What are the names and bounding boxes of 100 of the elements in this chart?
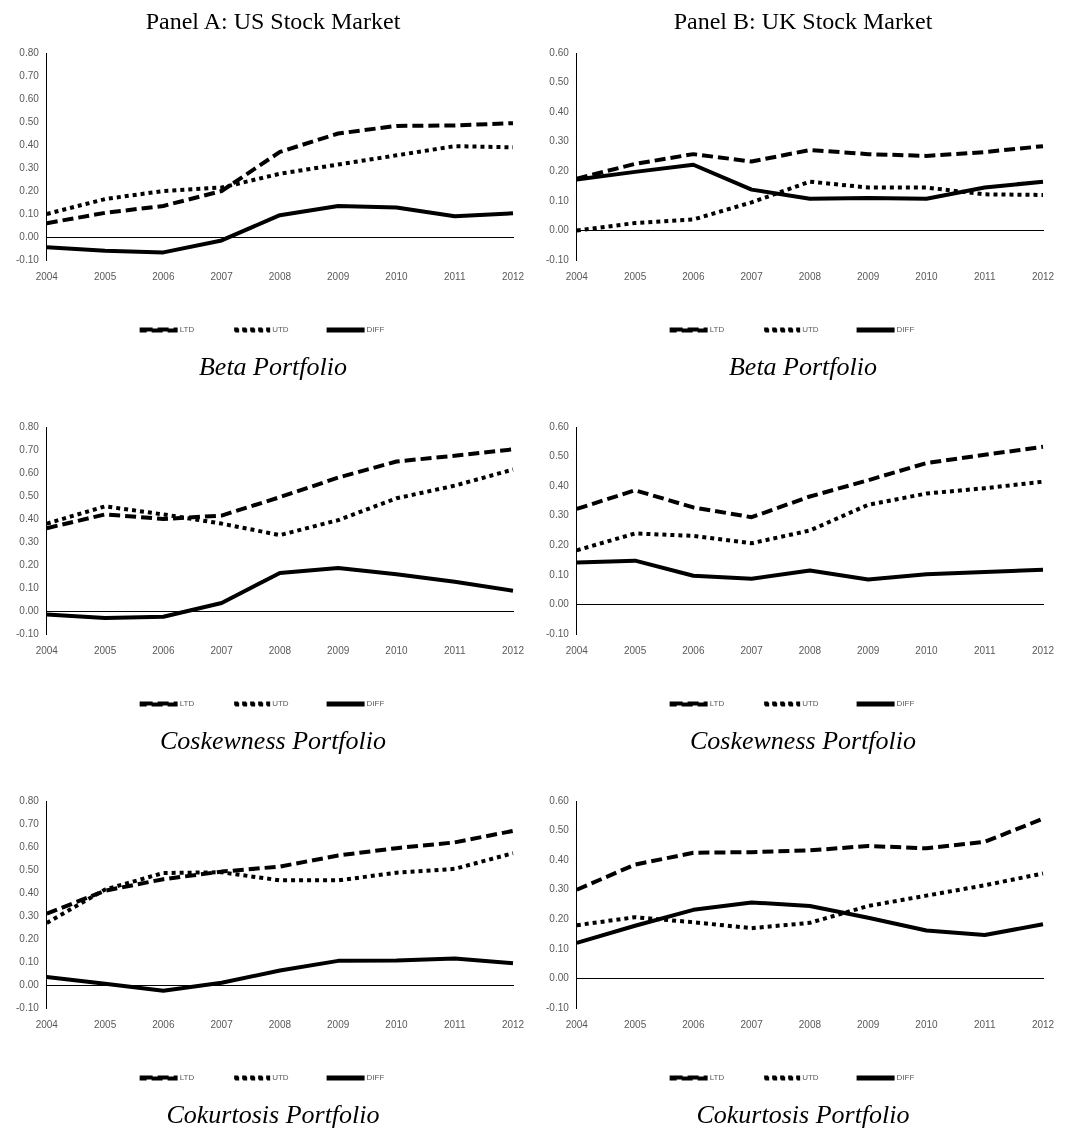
y-tick-label: 0.40 <box>19 886 40 898</box>
x-tick-label: 2009 <box>857 644 880 656</box>
x-axis-title: Beta Portfolio <box>728 352 878 382</box>
y-tick-label: 0.60 <box>549 420 570 432</box>
x-tick-label: 2011 <box>973 1018 996 1030</box>
x-tick-label: 2006 <box>152 1018 175 1030</box>
legend-label: DIFF <box>366 699 385 709</box>
y-tick-label: 0.30 <box>549 509 570 521</box>
legend-label: DIFF <box>896 325 915 335</box>
x-tick-label: 2006 <box>682 644 705 656</box>
y-tick-label: 0.00 <box>19 604 40 616</box>
chart-title: Panel B: UK Stock Market <box>673 8 933 36</box>
x-tick-label: 2010 <box>915 1018 939 1030</box>
x-tick-label: 2008 <box>268 270 292 282</box>
x-tick-label: 2008 <box>798 1018 822 1030</box>
x-tick-label: 2011 <box>973 270 996 282</box>
y-tick-label: 0.60 <box>549 794 570 806</box>
x-tick-label: 2009 <box>327 270 350 282</box>
x-tick-label: 2009 <box>327 644 350 656</box>
x-tick-label: 2006 <box>152 644 175 656</box>
y-tick-label: 0.10 <box>549 568 570 580</box>
x-tick-label: 2010 <box>385 644 409 656</box>
legend-label: DIFF <box>366 1073 385 1083</box>
y-tick-label: 0.60 <box>19 466 40 478</box>
x-tick-label: 2011 <box>973 644 996 656</box>
x-tick-label: 2012 <box>501 270 525 282</box>
y-tick-label: 0.60 <box>549 46 570 58</box>
y-tick-label: 0.50 <box>19 863 40 875</box>
x-tick-label: 2005 <box>623 270 647 282</box>
y-tick-label: 0.40 <box>549 479 570 491</box>
y-tick-label: 0.40 <box>549 105 570 117</box>
x-tick-label: 2010 <box>915 270 939 282</box>
x-tick-label: 2005 <box>93 270 117 282</box>
y-tick-label: 0.50 <box>19 115 40 127</box>
x-tick-label: 2005 <box>623 1018 647 1030</box>
y-tick-label: 0.50 <box>549 824 570 836</box>
y-tick-label: 0.10 <box>19 581 40 593</box>
x-tick-label: 2006 <box>682 1018 705 1030</box>
x-tick-label: 2012 <box>1031 1018 1055 1030</box>
x-axis-title: Coskewness Portfolio <box>159 726 387 756</box>
legend-label: UTD <box>802 325 819 335</box>
x-tick-label: 2006 <box>152 270 175 282</box>
y-tick-label: 0.60 <box>19 92 40 104</box>
y-tick-label: 0.10 <box>549 942 570 954</box>
x-tick-label: 2008 <box>268 644 292 656</box>
legend-label: DIFF <box>896 699 915 709</box>
y-tick-label: 0.20 <box>549 165 570 177</box>
y-tick-label: -0.10 <box>546 1001 570 1013</box>
legend-label: DIFF <box>366 325 385 335</box>
x-tick-label: 2004 <box>35 1018 59 1030</box>
y-tick-label: 0.00 <box>549 224 570 236</box>
x-tick-label: 2007 <box>740 270 764 282</box>
x-tick-label: 2007 <box>210 1018 234 1030</box>
x-tick-label: 2005 <box>93 1018 117 1030</box>
legend-label: DIFF <box>896 1073 915 1083</box>
y-tick-label: 0.50 <box>19 489 40 501</box>
y-tick-label: 0.10 <box>19 955 40 967</box>
y-tick-label: 0.40 <box>549 853 570 865</box>
legend-label: LTD <box>709 699 725 709</box>
x-axis-title: Cokurtosis Portfolio <box>696 1100 910 1130</box>
y-tick-label: -0.10 <box>546 627 570 639</box>
y-tick-label: 0.30 <box>549 883 570 895</box>
y-tick-label: 0.60 <box>19 840 40 852</box>
y-tick-label: 0.50 <box>549 450 570 462</box>
y-tick-label: 0.70 <box>19 443 40 455</box>
x-tick-label: 2004 <box>35 270 59 282</box>
y-tick-label: 0.20 <box>19 184 40 196</box>
y-tick-label: 0.70 <box>19 69 40 81</box>
y-tick-label: 0.10 <box>549 194 570 206</box>
y-tick-label: 0.70 <box>19 817 40 829</box>
y-tick-label: 0.30 <box>19 909 40 921</box>
x-tick-label: 2011 <box>443 1018 466 1030</box>
legend-label: UTD <box>272 325 289 335</box>
x-tick-label: 2010 <box>385 270 409 282</box>
x-tick-label: 2008 <box>268 1018 292 1030</box>
legend-label: UTD <box>802 699 819 709</box>
x-tick-label: 2005 <box>93 644 117 656</box>
x-axis-title: Cokurtosis Portfolio <box>166 1100 380 1130</box>
x-tick-label: 2004 <box>565 1018 589 1030</box>
x-tick-label: 2012 <box>501 644 525 656</box>
y-tick-label: 0.80 <box>19 794 40 806</box>
x-axis-title: Beta Portfolio <box>198 352 348 382</box>
y-tick-label: 0.00 <box>549 972 570 984</box>
x-tick-label: 2007 <box>740 644 764 656</box>
x-tick-label: 2010 <box>385 1018 409 1030</box>
y-tick-label: 0.00 <box>19 978 40 990</box>
y-tick-label: 0.40 <box>19 138 40 150</box>
y-tick-label: -0.10 <box>16 1001 40 1013</box>
x-tick-label: 2009 <box>327 1018 350 1030</box>
x-tick-label: 2008 <box>798 644 822 656</box>
x-tick-label: 2012 <box>1031 270 1055 282</box>
y-tick-label: 0.50 <box>549 76 570 88</box>
y-tick-label: 0.40 <box>19 512 40 524</box>
legend-label: LTD <box>179 1073 195 1083</box>
y-tick-label: -0.10 <box>546 253 570 265</box>
x-tick-label: 2007 <box>740 1018 764 1030</box>
y-tick-label: 0.10 <box>19 207 40 219</box>
legend-label: LTD <box>709 1073 725 1083</box>
y-tick-label: 0.30 <box>549 135 570 147</box>
y-tick-label: 0.20 <box>19 558 40 570</box>
